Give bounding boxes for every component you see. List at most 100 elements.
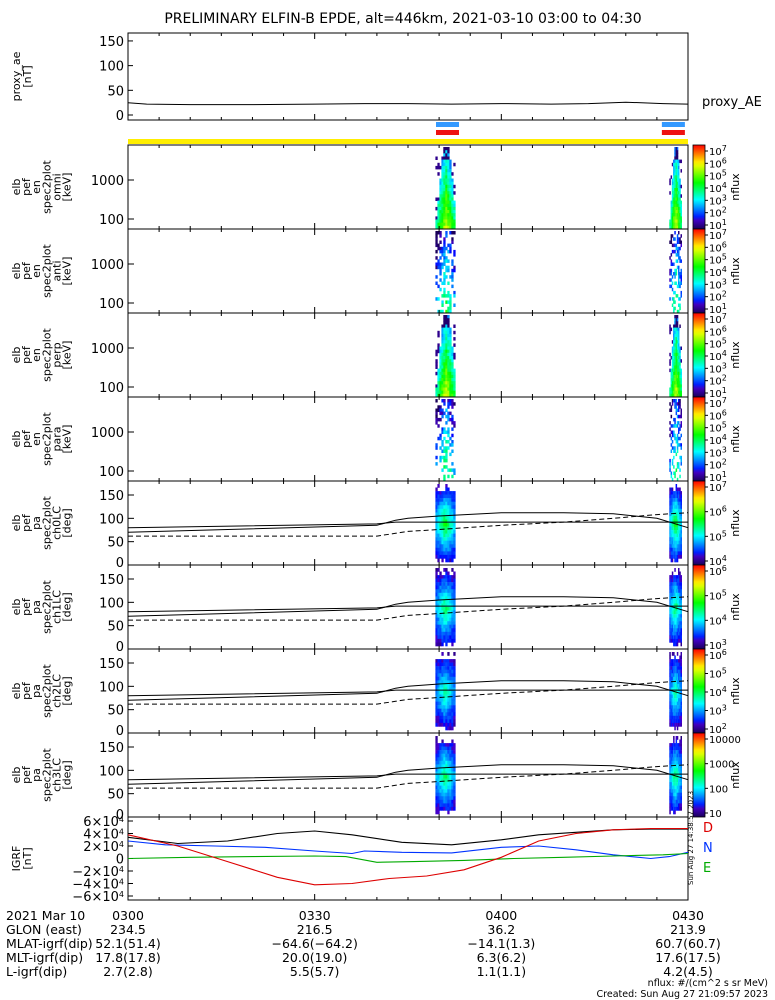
spectrogram-cell xyxy=(443,390,446,395)
spectrogram-cell xyxy=(443,698,446,702)
spectrogram-cell xyxy=(678,337,680,341)
spectrogram-cell xyxy=(449,796,452,801)
spectrogram-cell xyxy=(676,349,679,354)
spectrogram-cell xyxy=(673,628,675,633)
ylabel-line: spec2plot xyxy=(40,748,53,802)
spectrogram-cell xyxy=(670,530,673,534)
ylabel-igrf: IGRF[nT] xyxy=(10,846,34,872)
spectrogram-cell xyxy=(449,352,452,357)
spectrogram-cell xyxy=(675,701,678,706)
spectrogram-cell xyxy=(449,365,452,369)
igrf-series-D xyxy=(127,828,688,846)
spectrogram-cell xyxy=(674,349,676,354)
spectrogram-cell xyxy=(674,757,676,762)
spectrogram-cell xyxy=(437,659,440,663)
colorbar-tick-label: 10000 xyxy=(709,735,741,746)
spectrogram-cell xyxy=(451,387,454,391)
spectrogram-cell xyxy=(674,792,676,797)
spectrogram-cell xyxy=(676,764,679,769)
spectrogram-cell xyxy=(445,265,448,270)
spectrogram-cell xyxy=(671,547,674,552)
spectrogram-cell xyxy=(675,501,678,506)
spectrogram-cell xyxy=(678,346,680,350)
spectrogram-cell xyxy=(674,449,676,453)
spectrogram-cell xyxy=(680,512,682,517)
spectrogram-cell xyxy=(673,216,675,220)
spectrogram-cell xyxy=(445,635,448,640)
spectrogram-cell xyxy=(443,746,446,751)
spectrogram-cell xyxy=(679,203,681,208)
spectrogram-cell xyxy=(435,512,438,517)
spectrogram-cell xyxy=(447,617,450,622)
spectrogram-cell xyxy=(673,324,675,328)
spectrogram-cell xyxy=(676,150,679,154)
spectrogram-cell xyxy=(673,365,675,369)
anti-loss-cone-line xyxy=(128,680,689,705)
spectrogram-cell xyxy=(441,614,444,618)
spectrogram-cell xyxy=(679,498,681,502)
spectrogram-cell xyxy=(678,352,680,357)
spectrogram-cell xyxy=(673,750,675,754)
spectrogram-cell xyxy=(670,746,673,751)
spectrogram-cell xyxy=(679,519,681,524)
spectrogram-cell xyxy=(671,162,674,167)
spectrogram-cell xyxy=(671,505,674,510)
spectrogram-cell xyxy=(670,523,673,527)
spectrogram-cell xyxy=(671,571,674,576)
spectrogram-cell xyxy=(670,635,673,640)
spectrogram-cell xyxy=(676,694,679,699)
spectrogram-cell xyxy=(669,402,671,406)
spectrogram-cell xyxy=(675,318,678,322)
anti-loss-cone-line xyxy=(128,596,689,621)
spectrogram-cell xyxy=(445,533,448,538)
spectrogram-cell xyxy=(673,607,675,611)
colorbar-tick-label: 107 xyxy=(709,144,727,158)
spectrogram-cell xyxy=(437,265,440,270)
spectrogram-cell xyxy=(453,628,456,633)
spectrogram-cell xyxy=(453,530,456,534)
spectrogram-cell xyxy=(674,290,676,295)
spectrogram-cell xyxy=(680,603,682,608)
spectrogram-cell xyxy=(451,533,454,538)
spectrogram-cell xyxy=(445,596,448,601)
spectrogram-cell xyxy=(679,256,681,260)
spectrogram-cell xyxy=(673,191,675,195)
spectrogram-cell xyxy=(449,219,452,223)
spectrogram-cell xyxy=(671,592,674,597)
spectrogram-cell xyxy=(678,614,680,618)
spectrogram-cell xyxy=(441,701,444,706)
spectrogram-cell xyxy=(447,810,450,815)
spectrogram-cell xyxy=(447,624,450,629)
spectrogram-cell xyxy=(451,200,454,205)
spectrogram-cell xyxy=(675,746,678,751)
spectrogram-cell xyxy=(443,387,446,391)
spectrogram-cell xyxy=(453,582,456,586)
spectrogram-cell xyxy=(437,284,440,289)
spectrogram-cell xyxy=(437,216,440,220)
spectrogram-cell xyxy=(453,680,456,685)
colorbar-tick-label: 10 xyxy=(709,809,722,820)
spectrogram-cell xyxy=(435,234,438,238)
spectrogram-cell xyxy=(451,698,454,702)
spectrogram-cell xyxy=(437,262,440,266)
footer-row-label: GLON (east) xyxy=(6,922,82,937)
spectrogram-cell xyxy=(441,544,444,549)
spectrogram-cell xyxy=(453,210,456,214)
spectrogram-cell xyxy=(676,184,679,189)
spectrogram-cell xyxy=(441,443,444,447)
spectrogram-cell xyxy=(679,760,681,765)
spectrogram-cell xyxy=(443,666,446,670)
spectrogram-cell xyxy=(679,753,681,758)
spectrogram-cell xyxy=(445,330,448,335)
spectrogram-cell xyxy=(676,356,679,360)
spectrogram-cell xyxy=(441,197,444,201)
spectrogram-cell xyxy=(447,150,450,154)
spectrogram-cell xyxy=(679,705,681,709)
colorbar-tick-label: 106 xyxy=(709,505,727,519)
spectrogram-cell xyxy=(449,719,452,724)
spectrogram-cell xyxy=(449,614,452,618)
spectrogram-cell xyxy=(675,219,678,223)
spectrogram-cell xyxy=(673,617,675,622)
spectrogram-cell xyxy=(437,343,440,347)
spectrogram-cell xyxy=(671,526,674,531)
